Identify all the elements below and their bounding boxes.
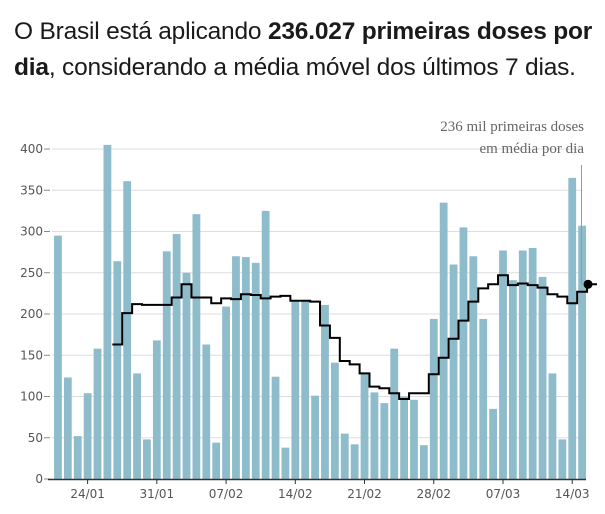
x-tick-label: 31/01	[140, 487, 175, 501]
y-tick-label: 400	[20, 142, 43, 156]
bar	[202, 344, 211, 479]
bar	[301, 299, 310, 479]
bar	[123, 181, 132, 479]
x-tick-label: 21/02	[347, 487, 382, 501]
bar	[558, 439, 567, 479]
bar	[400, 396, 408, 479]
current-value-dot	[583, 279, 593, 289]
bar	[73, 436, 82, 479]
y-tick-label: 250	[20, 266, 43, 280]
bar	[528, 248, 537, 479]
y-tick-label: 0	[35, 472, 43, 486]
moving-average-layer	[112, 165, 597, 400]
bar	[479, 318, 488, 479]
bar	[350, 444, 359, 479]
bar	[439, 202, 448, 480]
bar	[192, 214, 201, 479]
bar	[538, 276, 547, 480]
bar	[311, 395, 319, 479]
bar	[93, 348, 102, 479]
annotation-line2: em média por dia	[479, 141, 584, 157]
y-tick-label: 200	[20, 307, 43, 321]
bar	[330, 362, 339, 479]
bar	[63, 377, 72, 479]
bar	[429, 318, 438, 479]
headline: O Brasil está aplicando 236.027 primeira…	[14, 14, 599, 86]
bar	[261, 210, 270, 480]
annotation-line1: 236 mil primeiras doses	[440, 119, 584, 135]
x-tick-label: 14/02	[278, 487, 313, 501]
x-tick-label: 24/01	[70, 487, 105, 501]
bar	[232, 256, 240, 479]
bar	[459, 227, 468, 479]
bar	[508, 280, 517, 479]
headline-bold: 236.027 primeiras doses por dia	[14, 18, 593, 81]
x-tick-label: 07/02	[209, 487, 244, 501]
bar	[113, 261, 122, 479]
bar	[340, 433, 349, 480]
bar	[449, 264, 458, 479]
moving-average-line	[112, 274, 597, 400]
bar	[419, 445, 428, 479]
headline-part2: , considerando a média móvel dos últimos…	[48, 54, 576, 81]
bar	[162, 251, 171, 479]
bar	[360, 373, 369, 479]
bar	[152, 340, 161, 479]
bar	[103, 144, 112, 480]
bar	[133, 373, 141, 479]
y-tick-label: 150	[20, 348, 43, 362]
bar	[518, 250, 527, 479]
headline-part1: O Brasil está aplicando	[14, 18, 268, 45]
x-tick-label: 07/03	[486, 487, 521, 501]
x-tick-label: 28/02	[416, 487, 451, 501]
y-tick-label: 300	[20, 225, 43, 239]
bar	[83, 393, 92, 479]
annotation-layer: 236 mil primeiras doses em média por dia	[440, 119, 584, 157]
bar	[321, 304, 329, 479]
bar	[469, 256, 478, 479]
bar	[499, 250, 507, 479]
axis-layer: 0 50 100 150 200 250 300 350 400 24/01 31/01 07/02 1…	[20, 142, 589, 501]
bar	[370, 392, 379, 480]
bar	[281, 447, 290, 479]
bar	[291, 301, 300, 480]
bar	[548, 373, 557, 479]
bars-layer	[54, 144, 587, 480]
bar	[222, 306, 230, 479]
y-tick-label: 50	[28, 431, 43, 445]
bar	[182, 272, 191, 479]
x-tick-label: 14/03	[555, 487, 590, 501]
y-tick-label: 100	[20, 390, 43, 404]
bar	[380, 403, 389, 479]
bar	[143, 439, 151, 479]
bar	[489, 408, 498, 480]
bar	[54, 235, 62, 479]
bar	[578, 225, 587, 479]
bar	[410, 399, 418, 479]
bar	[568, 177, 577, 480]
bar	[172, 233, 181, 479]
bar	[271, 376, 280, 479]
bar	[241, 257, 250, 479]
bar	[390, 348, 399, 479]
bar	[251, 262, 260, 479]
y-tick-label: 350	[20, 183, 43, 197]
bar	[212, 442, 221, 479]
